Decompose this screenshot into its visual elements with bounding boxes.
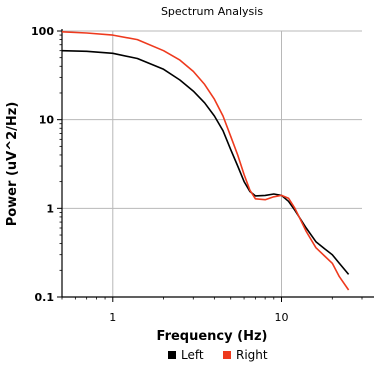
y-tick-label: 100	[31, 25, 54, 38]
chart-title: Spectrum Analysis	[161, 5, 263, 18]
legend-swatch-right	[223, 351, 231, 359]
x-tick-label: 10	[275, 311, 289, 324]
x-tick-label: 1	[109, 311, 116, 324]
y-tick-label: 1	[46, 202, 54, 215]
series-layer	[61, 31, 350, 291]
y-tick-label: 0.1	[35, 291, 55, 304]
legend-label-left: Left	[181, 348, 204, 362]
grid-layer	[62, 30, 362, 298]
x-axis-title: Frequency (Hz)	[157, 329, 268, 344]
tick-label-layer: 0.1 1 10 100 1 10	[31, 25, 288, 324]
y-tick-label: 10	[39, 114, 55, 127]
legend-label-right: Right	[236, 348, 268, 362]
axes-layer	[57, 29, 374, 302]
legend-swatch-left	[168, 351, 176, 359]
legend: Left Right	[168, 348, 268, 362]
series-line-right	[61, 31, 350, 291]
y-axis-title: Power (uV^2/Hz)	[5, 102, 20, 227]
series-line-left	[61, 49, 350, 275]
